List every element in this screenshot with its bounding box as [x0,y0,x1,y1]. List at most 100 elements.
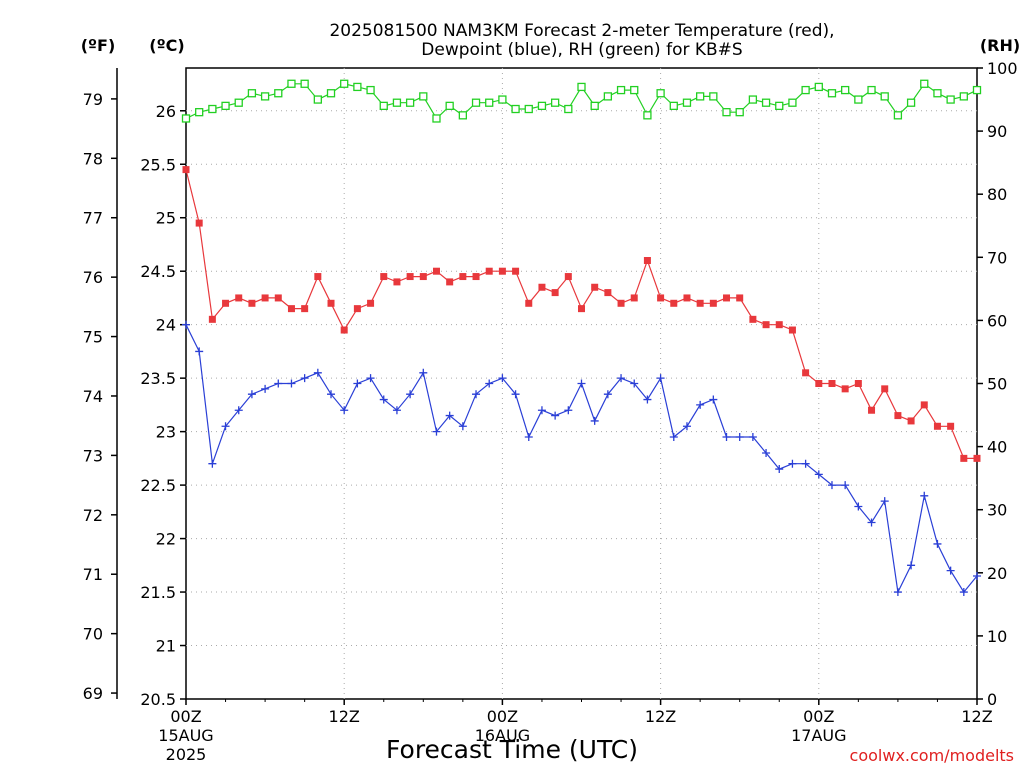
dewpoint-point [709,395,718,404]
temperature-point [551,289,559,297]
y-axes: 20.5 21 21.5 22 22.5 23 23.5 24 24.5 25 25.5 26 69 70… [83,59,1018,709]
dewpoint-point [261,384,270,393]
temperature-point [340,326,348,334]
dewpoint-point [814,470,823,479]
temperature-point [670,299,678,307]
rh-tick-label: 60 [987,311,1007,330]
temperature-point [353,305,361,313]
temperature-point [287,305,295,313]
dewpoint-point [827,481,836,490]
celsius-tick-label: 20.5 [140,690,176,709]
temperature-point [960,454,968,462]
rh-series [181,79,982,123]
temperature-point [841,385,849,393]
x-tick-date: 16AUG [475,726,530,745]
dewpoint-point [669,432,678,441]
temperature-point [261,294,269,302]
dewpoint-point [617,374,626,383]
rh-point [801,85,810,95]
dewpoint-point [893,588,902,597]
dewpoint-point [366,374,375,383]
temperature-point [182,166,190,174]
celsius-tick-label: 26 [156,102,176,121]
dewpoint-point [182,320,190,329]
dewpoint-point [880,497,889,506]
rh-point [630,85,639,95]
temperature-point [973,454,981,462]
temperature-point [815,380,823,387]
x-tick-year: 2025 [166,745,207,764]
temperature-point [788,326,796,334]
dewpoint-point [485,379,494,388]
dewpoint-point [564,406,573,415]
dewpoint-point [722,432,731,441]
dewpoint-point [973,572,981,581]
celsius-tick-label: 24 [156,316,176,335]
dewpoint-point [603,390,612,399]
temperature-point [406,273,414,281]
x-tick-label: 12Z [961,707,992,726]
dewpoint-point [445,411,454,420]
fahrenheit-tick-label: 71 [83,565,103,584]
temperature-point [222,299,230,307]
temperature-point [393,278,401,286]
dewpoint-point [419,368,428,377]
rh-point [458,111,468,120]
temperature-point [301,305,309,313]
x-axis-title: Forecast Time (UTC) [386,735,638,764]
dewpoint-point [327,390,336,399]
temperature-point [657,294,665,302]
temperature-point [749,315,757,323]
dewpoint-point [946,566,955,575]
rh-point [326,89,336,98]
dewpoint-point [524,432,533,441]
rh-point [643,111,652,120]
rh-point [379,101,388,111]
rh-point [682,98,692,107]
fahrenheit-tick-label: 73 [83,446,103,465]
rh-point [287,79,296,88]
source-credit: coolwx.com/modelts [850,746,1014,765]
temperature-point [274,294,282,302]
rh-point [814,82,823,92]
rh-point [221,101,230,111]
x-tick-label: 00Z [170,707,201,726]
x-tick-date: 15AUG [158,726,213,745]
dewpoint-point [841,481,850,490]
rh-point [471,98,481,107]
dewpoint-point [854,502,863,511]
dewpoint-point [643,395,652,404]
temperature-point [907,417,915,425]
rh-point [524,104,533,114]
temperature-point [802,369,810,377]
data-series [181,79,982,597]
dewpoint-point [577,379,586,388]
rh-point [577,82,586,92]
rh-point [260,92,270,101]
celsius-tick-label: 23.5 [140,369,176,388]
dewpoint-point [735,432,744,441]
rh-point [550,98,560,107]
rh-tick-label: 40 [987,438,1007,457]
rh-point [366,85,375,95]
dewpoint-point [379,395,388,404]
temperature-point [525,299,533,307]
dewpoint-point [498,374,507,383]
dewpoint-point [313,368,322,377]
dewpoint-point [748,432,757,441]
temperature-line [185,169,977,459]
fahrenheit-tick-label: 79 [83,90,103,109]
fahrenheit-tick-label: 69 [83,684,103,703]
celsius-tick-label: 25 [156,209,176,228]
dewpoint-point [656,374,665,383]
celsius-tick-label: 21.5 [140,583,176,602]
rh-point [854,95,863,104]
dewpoint-point [630,379,639,388]
rh-point [247,89,257,98]
rh-point [392,98,402,107]
fahrenheit-tick-label: 70 [83,625,103,644]
dewpoint-point [801,459,810,468]
rh-point [656,89,665,98]
temperature-point [630,294,638,302]
dewpoint-point [907,561,916,570]
